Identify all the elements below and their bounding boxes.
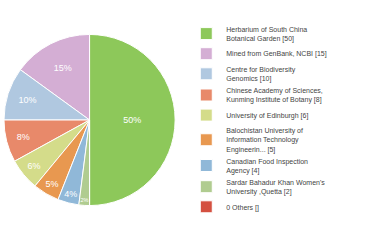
- svg-text:Sardar Bahadur Khan Women'sUni: Sardar Bahadur Khan Women'sUniversity ,Q…: [226, 179, 325, 196]
- svg-text:University of Edinburgh [6]: University of Edinburgh [6]: [226, 112, 308, 120]
- svg-text:2%: 2%: [81, 197, 89, 203]
- svg-text:5%: 5%: [45, 179, 58, 189]
- svg-text:Mined from GenBank, NCBI [15]: Mined from GenBank, NCBI [15]: [226, 50, 326, 58]
- svg-text:Chinese Academy of Sciences,Ku: Chinese Academy of Sciences,Kunming Inst…: [226, 87, 323, 104]
- svg-text:6%: 6%: [28, 161, 41, 171]
- svg-text:10%: 10%: [18, 95, 36, 105]
- svg-text:8%: 8%: [17, 132, 30, 142]
- svg-text:Balochistan University ofInfor: Balochistan University ofInformation Tec…: [226, 127, 303, 153]
- svg-text:0 Others []: 0 Others []: [226, 204, 259, 212]
- svg-text:Herbarium of South ChinaBotani: Herbarium of South ChinaBotanical Garden…: [226, 26, 307, 43]
- svg-text:Centre for BiodiversityGenomic: Centre for BiodiversityGenomics [10]: [226, 66, 295, 83]
- svg-text:15%: 15%: [54, 63, 72, 73]
- svg-text:50%: 50%: [123, 115, 141, 125]
- svg-text:Canadian Food InspectionAgency: Canadian Food InspectionAgency [4]: [226, 158, 308, 175]
- svg-text:4%: 4%: [64, 189, 77, 199]
